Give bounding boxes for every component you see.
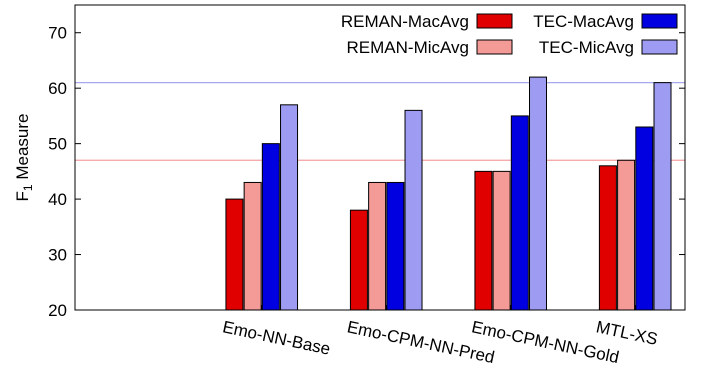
reference-lines [75, 82, 685, 161]
bar-reman-macavg-emo-cpm-nn-gold [474, 170, 493, 311]
bar-reman-micavg-emo-cpm-nn-gold [492, 170, 511, 311]
legend-label: REMAN-MacAvg [341, 12, 469, 31]
bar-reman-micavg-emo-nn-base [243, 181, 262, 311]
y-tick-label: 50 [48, 135, 67, 154]
y-tick-label: 30 [48, 246, 67, 265]
y-axis-title-text: Measure [13, 114, 32, 185]
y-axis-title-prefix: F [13, 191, 32, 201]
legend-swatch [641, 13, 678, 29]
bar-tec-micavg-emo-nn-base [280, 104, 299, 311]
bar-tec-macavg-emo-cpm-nn-gold [510, 115, 529, 311]
bar-reman-micavg-mtl-xs [617, 159, 636, 311]
bar-reman-micavg-emo-cpm-nn-pred [368, 181, 387, 311]
bar-tec-micavg-mtl-xs [653, 82, 672, 311]
y-axis-title-subscript: 1 [21, 184, 35, 191]
bar-tec-micavg-emo-cpm-nn-pred [404, 109, 423, 311]
legend-label: REMAN-MicAvg [347, 38, 469, 57]
legend-swatch [641, 39, 678, 55]
bar-tec-macavg-mtl-xs [635, 126, 654, 311]
y-tick-label: 40 [48, 190, 67, 209]
y-tick-label: 70 [48, 24, 67, 43]
y-axis-title: F1 Measure [13, 114, 35, 202]
legend-item-tec-micavg: TEC-MicAvg [539, 38, 678, 57]
y-tick-label: 20 [48, 301, 67, 320]
bar-tec-micavg-emo-cpm-nn-gold [529, 76, 548, 311]
legend-swatch [476, 39, 513, 55]
bar-tec-macavg-emo-cpm-nn-pred [386, 181, 405, 311]
legend-item-reman-macavg: REMAN-MacAvg [341, 12, 513, 31]
legend-label: TEC-MicAvg [539, 38, 634, 57]
x-axis: Emo-NN-Base Emo-CPM-NN-PredEmo-CPM-NN-Gol… [221, 317, 659, 367]
legend: REMAN-MacAvg REMAN-MicAvg TEC-MacAvg TEC-Mi… [341, 12, 678, 57]
y-tick-label: 60 [48, 79, 67, 98]
bar-reman-macavg-mtl-xs [598, 165, 617, 311]
x-tick-label: Emo-NN-Base [221, 317, 332, 358]
plot-frame [74, 4, 686, 311]
bars [225, 76, 672, 311]
y-axis: 20 30 40 50 60 70 [48, 24, 685, 320]
bar-reman-macavg-emo-nn-base [225, 198, 244, 311]
legend-swatch [476, 13, 513, 29]
legend-item-tec-macavg: TEC-MacAvg [533, 12, 678, 31]
bar-tec-macavg-emo-nn-base [261, 143, 280, 311]
legend-item-reman-micavg: REMAN-MicAvg [347, 38, 513, 57]
legend-label: TEC-MacAvg [533, 12, 634, 31]
bar-reman-macavg-emo-cpm-nn-pred [349, 209, 368, 311]
